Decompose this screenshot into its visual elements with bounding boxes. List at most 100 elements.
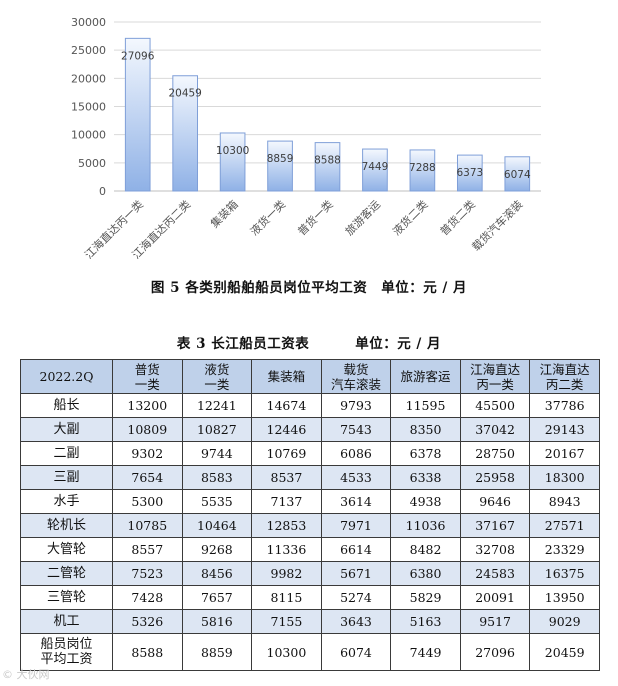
row-header: 大副 xyxy=(20,417,113,442)
table-cell: 5535 xyxy=(181,489,253,514)
table-cell: 7137 xyxy=(251,489,322,514)
y-tick-label: 5000 xyxy=(78,157,106,170)
cell-text: 三副 xyxy=(53,470,80,485)
table-cell: 20459 xyxy=(529,633,600,671)
table-cell: 16375 xyxy=(529,561,600,586)
table-cell: 8115 xyxy=(251,585,322,610)
cell-text: 机工 xyxy=(53,614,80,629)
table-cell: 9744 xyxy=(181,441,253,466)
table-cell: 10827 xyxy=(181,417,253,442)
y-axis-ticks: 0 5000 10000 15000 20000 25000 30000 xyxy=(71,16,106,198)
table-cell: 7428 xyxy=(112,585,183,610)
table-cell: 10300 xyxy=(251,633,322,671)
x-category-label: 载货汽车滚装 xyxy=(469,197,526,254)
table-cell: 7971 xyxy=(320,513,392,538)
y-tick-label: 25000 xyxy=(71,44,106,57)
row-header: 三管轮 xyxy=(20,585,113,610)
data-label: 7449 xyxy=(362,161,389,173)
table-cell: 29143 xyxy=(529,417,600,442)
table-row: 大管轮 8557 9268 11336 6614 8482 32708 23329 xyxy=(20,537,600,562)
column-header: 江海直达 丙二类 xyxy=(529,359,600,394)
table-cell: 6380 xyxy=(390,561,461,586)
table-cell: 8588 xyxy=(112,633,183,671)
table-cell: 13950 xyxy=(529,585,600,610)
table-cell: 6338 xyxy=(390,465,461,490)
table-cell: 8583 xyxy=(181,465,253,490)
bar xyxy=(456,154,483,192)
data-label: 8588 xyxy=(314,155,341,167)
cell-text: 集装箱 xyxy=(267,369,306,384)
table-body: 船长 13200 12241 14674 9793 11595 45500 37786 大副 10… xyxy=(20,393,600,671)
table-corner-cell: 2022.2Q xyxy=(20,359,113,394)
table-cell: 10809 xyxy=(112,417,183,442)
table-cell: 7543 xyxy=(320,417,392,442)
table-cell: 3643 xyxy=(320,609,392,634)
table-cell: 24583 xyxy=(459,561,531,586)
x-category-label: 普货一类 xyxy=(295,197,336,238)
cell-text: 大副 xyxy=(53,422,80,437)
data-label: 20459 xyxy=(168,88,201,100)
cell-text: 二副 xyxy=(53,446,80,461)
table-cell: 11595 xyxy=(390,393,461,418)
table-cell: 12446 xyxy=(251,417,322,442)
table-caption-unit: 单位：元 / 月 xyxy=(355,336,442,352)
table-cell: 32708 xyxy=(459,537,531,562)
table-cell: 10769 xyxy=(251,441,322,466)
table-cell: 5326 xyxy=(112,609,183,634)
table-cell: 27096 xyxy=(459,633,531,671)
table-cell: 8537 xyxy=(251,465,322,490)
table-row: 二副 9302 9744 10769 6086 6378 28750 20167 xyxy=(20,441,600,466)
cell-text-line: 一类 xyxy=(134,376,160,392)
table-cell: 6614 xyxy=(320,537,392,562)
table-cell: 9793 xyxy=(320,393,392,418)
row-header: 轮机长 xyxy=(20,513,113,538)
table-cell: 45500 xyxy=(459,393,531,418)
table-cell: 5671 xyxy=(320,561,392,586)
table-cell: 20091 xyxy=(459,585,531,610)
bar xyxy=(362,148,388,192)
y-tick-label: 15000 xyxy=(71,101,106,114)
bar xyxy=(267,140,293,192)
table-cell: 9268 xyxy=(181,537,253,562)
table-cell: 7654 xyxy=(112,465,183,490)
table-cell: 23329 xyxy=(529,537,600,562)
cell-text-line: 丙一类 xyxy=(476,376,514,392)
table-cell: 5274 xyxy=(320,585,392,610)
cell-text-line: 一类 xyxy=(204,376,230,392)
table-row: 三副 7654 8583 8537 4533 6338 25958 18300 xyxy=(20,465,600,490)
table-cell: 7449 xyxy=(390,633,461,671)
table-cell: 6086 xyxy=(320,441,392,466)
table-cell: 27571 xyxy=(529,513,600,538)
row-header: 船长 xyxy=(20,393,113,418)
cell-text: 轮机长 xyxy=(46,518,86,533)
table-row: 三管轮 7428 7657 8115 5274 5829 20091 13950 xyxy=(20,585,600,610)
table-row: 船员岗位 平均工资 8588 8859 10300 6074 7449 27096 20459 xyxy=(20,633,600,671)
column-header: 普货 一类 xyxy=(112,359,183,394)
table-cell: 5300 xyxy=(112,489,183,514)
row-header: 水手 xyxy=(20,489,113,514)
data-label: 6074 xyxy=(504,169,531,181)
table-cell: 9517 xyxy=(459,609,531,634)
table-cell: 4938 xyxy=(390,489,461,514)
table-row: 船长 13200 12241 14674 9793 11595 45500 37786 xyxy=(20,393,600,418)
table-cell: 11036 xyxy=(390,513,461,538)
column-header: 旅游客运 xyxy=(390,359,461,394)
data-label: 8859 xyxy=(267,153,294,165)
row-header: 船员岗位 平均工资 xyxy=(20,633,113,671)
bar xyxy=(504,156,531,192)
cell-text-stack: 液货 一类 xyxy=(204,362,229,392)
cell-text-line: 液货 xyxy=(204,361,230,377)
table-cell: 8557 xyxy=(112,537,183,562)
cell-text-line: 汽车滚装 xyxy=(330,376,381,392)
table-row: 机工 5326 5816 7155 3643 5163 9517 9029 xyxy=(20,609,600,634)
data-label: 6373 xyxy=(456,167,483,179)
bar xyxy=(172,75,199,192)
bar xyxy=(219,132,246,192)
y-tick-label: 20000 xyxy=(71,72,106,85)
cell-text: 三管轮 xyxy=(46,590,86,605)
column-header: 江海直达 丙一类 xyxy=(459,359,531,394)
x-category-label: 旅游客运 xyxy=(342,197,383,238)
y-tick-label: 10000 xyxy=(71,129,106,142)
table-cell: 18300 xyxy=(529,465,600,490)
table-cell: 4533 xyxy=(320,465,392,490)
